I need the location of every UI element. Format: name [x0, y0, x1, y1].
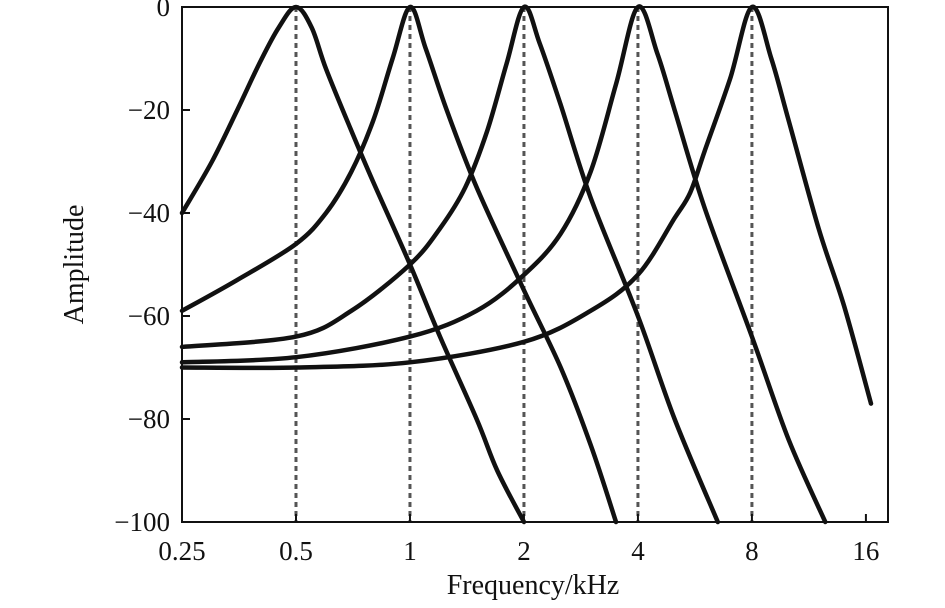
y-tick-label: −20 [128, 95, 170, 125]
y-tick-label: −40 [128, 198, 170, 228]
plot-frame [181, 6, 889, 523]
response-curve-3 [179, 4, 828, 525]
y-tick-label: 0 [157, 0, 171, 22]
y-tick-label: −100 [114, 507, 170, 537]
x-tick-label: 16 [852, 536, 879, 566]
x-tick-label: 4 [631, 536, 645, 566]
response-curve-2 [179, 4, 721, 525]
x-axis-label: Frequency/kHz [447, 570, 620, 601]
x-tick-label: 2 [517, 536, 531, 566]
x-axis: 0.25 0.5 1 2 4 8 16 [158, 514, 879, 566]
y-axis: 0 −20 −40 −60 −80 −100 [114, 0, 190, 537]
x-tick-label: 8 [745, 536, 759, 566]
y-tick-label: −60 [128, 301, 170, 331]
x-tick-label: 1 [403, 536, 417, 566]
center-frequency-markers [294, 7, 754, 522]
y-tick-label: −80 [128, 404, 170, 434]
response-curve-0 [179, 4, 527, 525]
y-axis-label: Amplitude [59, 205, 90, 325]
response-curve-1 [179, 4, 619, 525]
response-curves [179, 4, 874, 525]
x-tick-label: 0.5 [279, 536, 313, 566]
response-curve-4 [179, 4, 874, 406]
x-tick-label: 0.25 [158, 536, 205, 566]
